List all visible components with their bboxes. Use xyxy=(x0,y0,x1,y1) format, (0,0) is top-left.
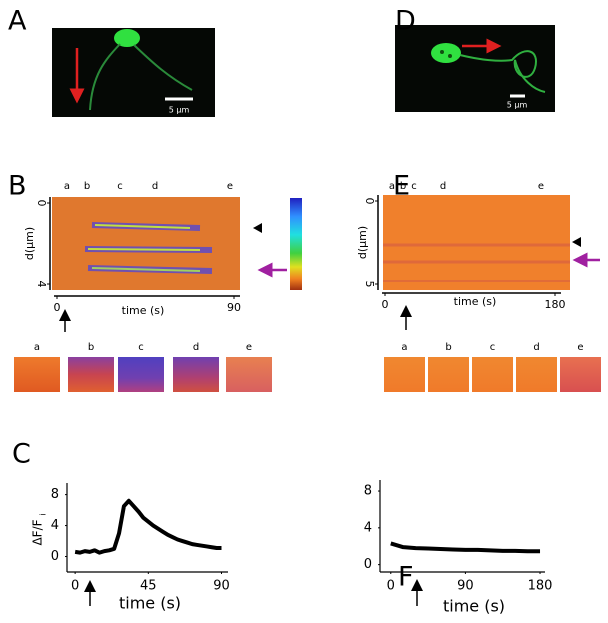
scale-bar-label: 5 µm xyxy=(507,101,528,110)
spot xyxy=(448,54,452,58)
cell-body xyxy=(114,29,140,47)
y-axis-label: d(µm) xyxy=(356,226,369,259)
frame-image xyxy=(516,357,557,392)
y-tick-label: 0 xyxy=(363,198,376,205)
streak xyxy=(91,267,201,272)
x-tick-label: 90 xyxy=(227,301,241,314)
y-axis-label: ΔF/F xyxy=(31,519,45,545)
frame-image xyxy=(472,357,513,392)
x-tick-label: 0 xyxy=(382,298,389,311)
flagellum xyxy=(89,43,121,111)
panel-label: B xyxy=(8,171,27,202)
x-axis-label: time (s) xyxy=(454,295,497,308)
panel-label: E xyxy=(393,171,410,202)
y-tick-label: 4 xyxy=(51,518,59,533)
x-tick-label: 0 xyxy=(54,301,61,314)
frame-image xyxy=(560,357,601,392)
x-axis-label: time (s) xyxy=(443,597,505,616)
y-tick-label: 8 xyxy=(51,487,59,502)
time-point-label: c xyxy=(411,181,417,192)
panel-label: F xyxy=(398,562,414,593)
cell-body xyxy=(431,43,461,63)
time-point-label: a xyxy=(64,181,70,192)
signal-line xyxy=(74,498,222,555)
micrograph xyxy=(395,25,555,112)
color-bar xyxy=(290,198,302,290)
frame-label: a xyxy=(34,342,40,353)
y-tick-label: 8 xyxy=(364,484,372,499)
frame-label: a xyxy=(401,342,407,353)
frame-label: e xyxy=(577,342,583,353)
time-point-label: e xyxy=(538,181,544,192)
frame-image xyxy=(428,357,469,392)
x-tick-label: 0 xyxy=(387,579,395,594)
frame-image xyxy=(14,357,60,392)
y-tick-label: 4 xyxy=(35,281,48,288)
time-point-label: d xyxy=(152,181,158,192)
x-tick-label: 180 xyxy=(545,298,566,311)
panel-label: D xyxy=(395,6,416,37)
x-axis-label: time (s) xyxy=(119,594,181,613)
kymograph xyxy=(52,197,240,290)
y-axis-label-subscript: i xyxy=(39,513,48,515)
frame-label: d xyxy=(193,342,199,353)
frame-image xyxy=(226,357,272,392)
y-tick-label: 5 xyxy=(363,281,376,288)
arrowhead-marker xyxy=(572,237,581,247)
panel-label: A xyxy=(8,6,27,37)
x-tick-label: 90 xyxy=(457,579,474,594)
streak xyxy=(87,248,201,251)
frame-label: e xyxy=(246,342,252,353)
x-tick-label: 0 xyxy=(71,579,79,594)
frame-image xyxy=(68,357,114,392)
frame-label: d xyxy=(533,342,539,353)
kymograph xyxy=(383,195,570,290)
y-tick-label: 0 xyxy=(51,549,59,564)
frame-image xyxy=(384,357,425,392)
frame-label: c xyxy=(490,342,496,353)
y-tick-label: 4 xyxy=(364,520,372,535)
flagellum xyxy=(133,44,193,91)
time-point-label: b xyxy=(84,181,90,192)
frame-image xyxy=(173,357,219,392)
frame-label: b xyxy=(445,342,451,353)
signal-line xyxy=(390,541,541,554)
flagellum xyxy=(459,50,546,93)
x-tick-label: 180 xyxy=(528,579,553,594)
time-point-label: c xyxy=(117,181,123,192)
y-axis-label: d(µm) xyxy=(23,227,36,260)
frame-label: c xyxy=(138,342,144,353)
frame-label: b xyxy=(88,342,94,353)
time-point-label: b xyxy=(400,181,406,192)
spot xyxy=(440,50,444,54)
x-tick-label: 45 xyxy=(140,579,157,594)
x-axis-label: time (s) xyxy=(122,304,165,317)
y-tick-label: 0 xyxy=(364,557,372,572)
arrowhead-marker xyxy=(253,223,262,233)
scale-bar-label: 5 µm xyxy=(169,106,190,115)
frame-image xyxy=(118,357,164,392)
y-tick-label: 0 xyxy=(35,200,48,207)
time-point-label: e xyxy=(227,181,233,192)
time-point-label: a xyxy=(389,181,395,192)
panel-label: C xyxy=(12,439,31,470)
time-point-label: d xyxy=(440,181,446,192)
x-tick-label: 90 xyxy=(213,579,230,594)
streak xyxy=(94,224,191,229)
